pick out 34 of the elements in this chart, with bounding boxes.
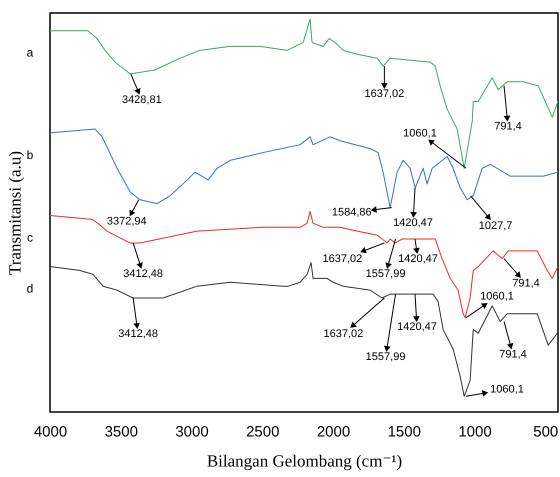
annotation: 791,4 (494, 120, 522, 133)
annotation: 1060,1 (403, 127, 437, 140)
annotation: 791,4 (499, 348, 527, 361)
annotation: 1420,47 (393, 216, 433, 229)
x-tick-label: 3500 (104, 424, 138, 440)
annotation: 3412,48 (123, 268, 164, 280)
annotation: 1584,86 (332, 206, 372, 219)
series-label: b (26, 148, 34, 162)
x-tick-label: 2000 (316, 424, 350, 440)
series-label: a (26, 46, 34, 60)
x-tick-label: 2500 (246, 424, 280, 440)
annotation: 1060,1 (480, 290, 514, 303)
annotation: 1060,1 (490, 383, 524, 396)
annotation: 3412,48 (118, 328, 158, 340)
x-tick-label: 500 (533, 424, 558, 440)
series-label: c (27, 230, 33, 244)
annotation: 3372,94 (106, 216, 147, 228)
annotation: 791,4 (512, 278, 540, 290)
series-label: d (26, 282, 34, 296)
x-tick-label: 1500 (388, 424, 421, 440)
annotation: 1637,02 (323, 328, 364, 340)
x-tick-label: 3000 (175, 424, 209, 440)
annotation: 1637,02 (322, 252, 362, 265)
annotation: 1557,99 (366, 268, 406, 280)
annotation: 1027,7 (478, 220, 512, 232)
annotation: 1557,99 (366, 351, 406, 364)
y-axis-title: Transmitansi (a.u) (6, 150, 24, 276)
annotation: 1420,47 (398, 253, 438, 266)
annotation: 1420,47 (397, 321, 437, 334)
annotation: 3428,81 (122, 94, 162, 106)
x-tick-label: 1000 (458, 424, 492, 440)
x-axis-title: Bilangan Gelombang (cm⁻¹) (206, 452, 402, 470)
x-tick-label: 4000 (34, 424, 68, 440)
annotation: 1637,02 (364, 88, 404, 100)
